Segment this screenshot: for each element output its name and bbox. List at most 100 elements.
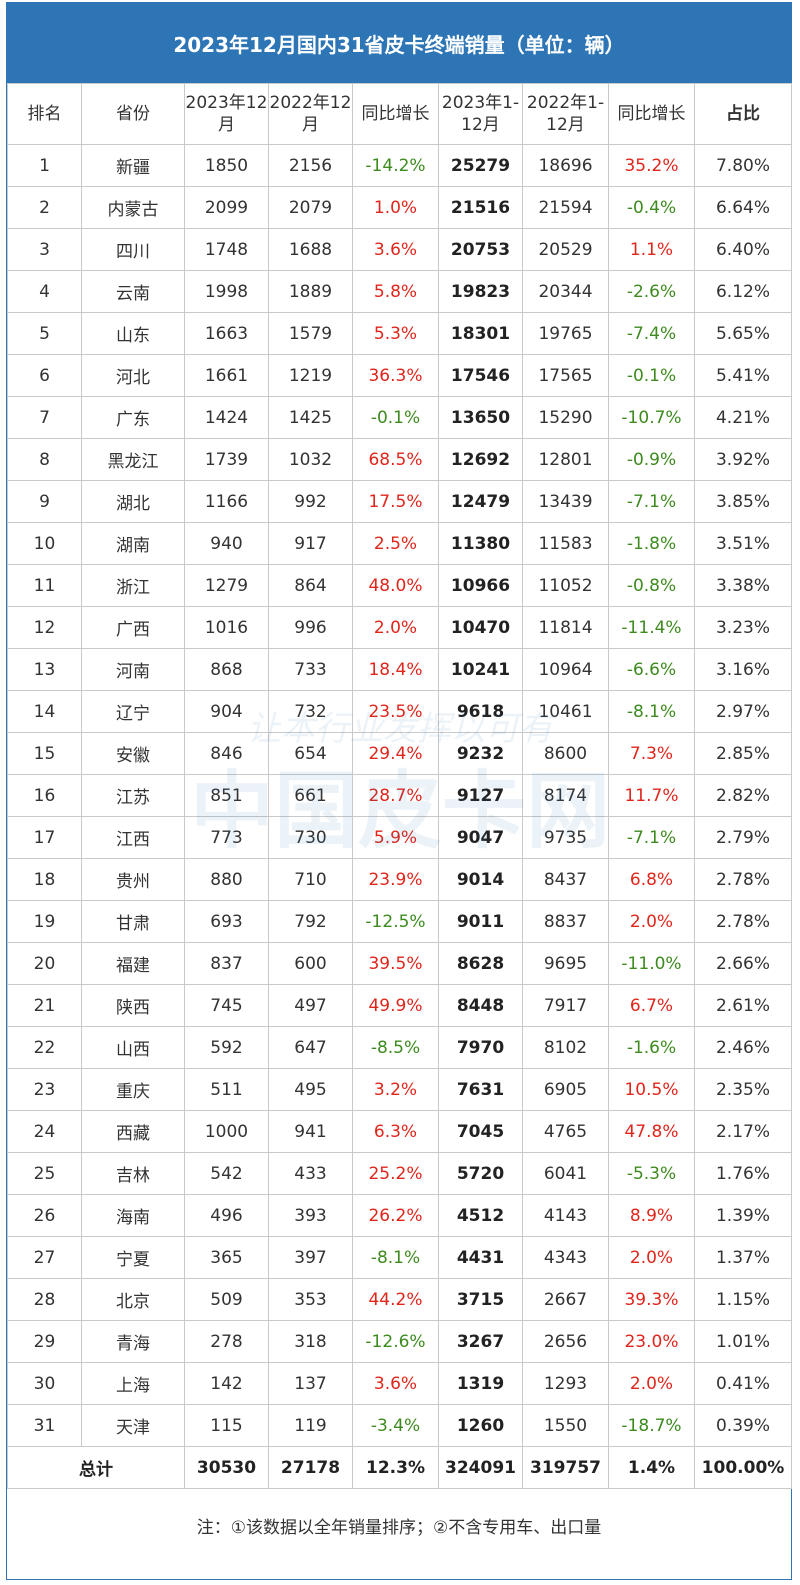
table-row: 22 山西 592 647 -8.5% 7970 8102 -1.6% 2.46% bbox=[7, 1026, 792, 1069]
cell-ytd-yoy: -6.6% bbox=[608, 648, 695, 691]
cell-monthly-yoy: 5.9% bbox=[352, 816, 439, 859]
header-ytd-2023: 2023年1-12月 bbox=[438, 83, 523, 145]
cell-share: 2.66% bbox=[694, 942, 792, 985]
cell-rank: 23 bbox=[7, 1068, 82, 1111]
table-row: 6 河北 1661 1219 36.3% 17546 17565 -0.1% 5.41% bbox=[7, 354, 792, 397]
cell-ytd-2023: 10470 bbox=[438, 606, 523, 649]
table-row: 30 上海 142 137 3.6% 1319 1293 2.0% 0.41% bbox=[7, 1362, 792, 1405]
cell-ytd-2023: 7631 bbox=[438, 1068, 523, 1111]
cell-dec-2022: 2156 bbox=[268, 144, 353, 187]
cell-dec-2022: 497 bbox=[268, 984, 353, 1027]
table-row: 27 宁夏 365 397 -8.1% 4431 4343 2.0% 1.37% bbox=[7, 1236, 792, 1279]
cell-monthly-yoy: 49.9% bbox=[352, 984, 439, 1027]
cell-ytd-2023: 9047 bbox=[438, 816, 523, 859]
cell-rank: 24 bbox=[7, 1110, 82, 1153]
cell-monthly-yoy: -0.1% bbox=[352, 396, 439, 439]
cell-ytd-2023: 8628 bbox=[438, 942, 523, 985]
table-row: 4 云南 1998 1889 5.8% 19823 20344 -2.6% 6.12% bbox=[7, 270, 792, 313]
table-row: 10 湖南 940 917 2.5% 11380 11583 -1.8% 3.51% bbox=[7, 522, 792, 565]
total-row: 总计 30530 27178 12.3% 324091 319757 1.4% … bbox=[7, 1446, 792, 1489]
cell-province: 贵州 bbox=[81, 858, 185, 901]
cell-dec-2022: 730 bbox=[268, 816, 353, 859]
cell-dec-2023: 365 bbox=[184, 1236, 269, 1279]
cell-province: 湖北 bbox=[81, 480, 185, 523]
cell-share: 1.01% bbox=[694, 1320, 792, 1363]
header-dec-2022: 2022年12月 bbox=[268, 83, 353, 145]
cell-monthly-yoy: 18.4% bbox=[352, 648, 439, 691]
cell-ytd-yoy: -1.6% bbox=[608, 1026, 695, 1069]
cell-monthly-yoy: -8.1% bbox=[352, 1236, 439, 1279]
cell-ytd-yoy: -18.7% bbox=[608, 1404, 695, 1447]
cell-ytd-yoy: -0.8% bbox=[608, 564, 695, 607]
cell-monthly-yoy: -12.5% bbox=[352, 900, 439, 943]
cell-province: 甘肃 bbox=[81, 900, 185, 943]
cell-share: 6.12% bbox=[694, 270, 792, 313]
cell-ytd-2023: 4512 bbox=[438, 1194, 523, 1237]
cell-province: 辽宁 bbox=[81, 690, 185, 733]
cell-monthly-yoy: 6.3% bbox=[352, 1110, 439, 1153]
cell-dec-2022: 1425 bbox=[268, 396, 353, 439]
cell-ytd-yoy: 11.7% bbox=[608, 774, 695, 817]
cell-ytd-yoy: 23.0% bbox=[608, 1320, 695, 1363]
cell-monthly-yoy: 23.9% bbox=[352, 858, 439, 901]
cell-rank: 26 bbox=[7, 1194, 82, 1237]
cell-dec-2023: 278 bbox=[184, 1320, 269, 1363]
cell-ytd-2023: 1260 bbox=[438, 1404, 523, 1447]
cell-ytd-yoy: 6.8% bbox=[608, 858, 695, 901]
cell-ytd-2022: 8102 bbox=[522, 1026, 609, 1069]
cell-dec-2022: 119 bbox=[268, 1404, 353, 1447]
cell-ytd-2022: 9735 bbox=[522, 816, 609, 859]
cell-ytd-yoy: -11.4% bbox=[608, 606, 695, 649]
cell-dec-2022: 600 bbox=[268, 942, 353, 985]
cell-share: 3.16% bbox=[694, 648, 792, 691]
cell-ytd-2023: 9014 bbox=[438, 858, 523, 901]
header-dec-2023: 2023年12月 bbox=[184, 83, 269, 145]
cell-ytd-2023: 12479 bbox=[438, 480, 523, 523]
cell-share: 3.85% bbox=[694, 480, 792, 523]
cell-province: 河南 bbox=[81, 648, 185, 691]
cell-rank: 17 bbox=[7, 816, 82, 859]
cell-dec-2023: 1016 bbox=[184, 606, 269, 649]
table-row: 16 江苏 851 661 28.7% 9127 8174 11.7% 2.82% bbox=[7, 774, 792, 817]
cell-ytd-yoy: -1.8% bbox=[608, 522, 695, 565]
cell-dec-2023: 496 bbox=[184, 1194, 269, 1237]
cell-share: 6.40% bbox=[694, 228, 792, 271]
cell-province: 山东 bbox=[81, 312, 185, 355]
table-row: 18 贵州 880 710 23.9% 9014 8437 6.8% 2.78% bbox=[7, 858, 792, 901]
cell-share: 0.39% bbox=[694, 1404, 792, 1447]
sales-table: 排名 省份 2023年12月 2022年12月 同比增长 2023年1-12月 … bbox=[7, 83, 792, 1489]
cell-province: 四川 bbox=[81, 228, 185, 271]
cell-province: 青海 bbox=[81, 1320, 185, 1363]
cell-dec-2022: 941 bbox=[268, 1110, 353, 1153]
cell-dec-2022: 1219 bbox=[268, 354, 353, 397]
cell-ytd-2023: 1319 bbox=[438, 1362, 523, 1405]
header-province: 省份 bbox=[81, 83, 185, 145]
cell-ytd-yoy: 2.0% bbox=[608, 1236, 695, 1279]
cell-rank: 31 bbox=[7, 1404, 82, 1447]
cell-dec-2023: 1000 bbox=[184, 1110, 269, 1153]
cell-dec-2022: 1032 bbox=[268, 438, 353, 481]
cell-rank: 25 bbox=[7, 1152, 82, 1195]
cell-ytd-2022: 12801 bbox=[522, 438, 609, 481]
cell-rank: 8 bbox=[7, 438, 82, 481]
cell-ytd-2023: 11380 bbox=[438, 522, 523, 565]
total-dec-2022: 27178 bbox=[268, 1446, 353, 1489]
table-row: 14 辽宁 904 732 23.5% 9618 10461 -8.1% 2.97% bbox=[7, 690, 792, 733]
cell-ytd-2022: 15290 bbox=[522, 396, 609, 439]
cell-dec-2022: 732 bbox=[268, 690, 353, 733]
cell-ytd-2023: 9232 bbox=[438, 732, 523, 775]
table-row: 9 湖北 1166 992 17.5% 12479 13439 -7.1% 3.85% bbox=[7, 480, 792, 523]
cell-province: 上海 bbox=[81, 1362, 185, 1405]
cell-ytd-2022: 7917 bbox=[522, 984, 609, 1027]
cell-ytd-yoy: 2.0% bbox=[608, 1362, 695, 1405]
cell-dec-2022: 495 bbox=[268, 1068, 353, 1111]
cell-ytd-2022: 10461 bbox=[522, 690, 609, 733]
cell-ytd-yoy: 8.9% bbox=[608, 1194, 695, 1237]
cell-share: 1.39% bbox=[694, 1194, 792, 1237]
cell-ytd-2023: 19823 bbox=[438, 270, 523, 313]
cell-dec-2023: 904 bbox=[184, 690, 269, 733]
total-ytd-2022: 319757 bbox=[522, 1446, 609, 1489]
cell-monthly-yoy: 36.3% bbox=[352, 354, 439, 397]
cell-ytd-2022: 8437 bbox=[522, 858, 609, 901]
cell-ytd-2022: 2667 bbox=[522, 1278, 609, 1321]
